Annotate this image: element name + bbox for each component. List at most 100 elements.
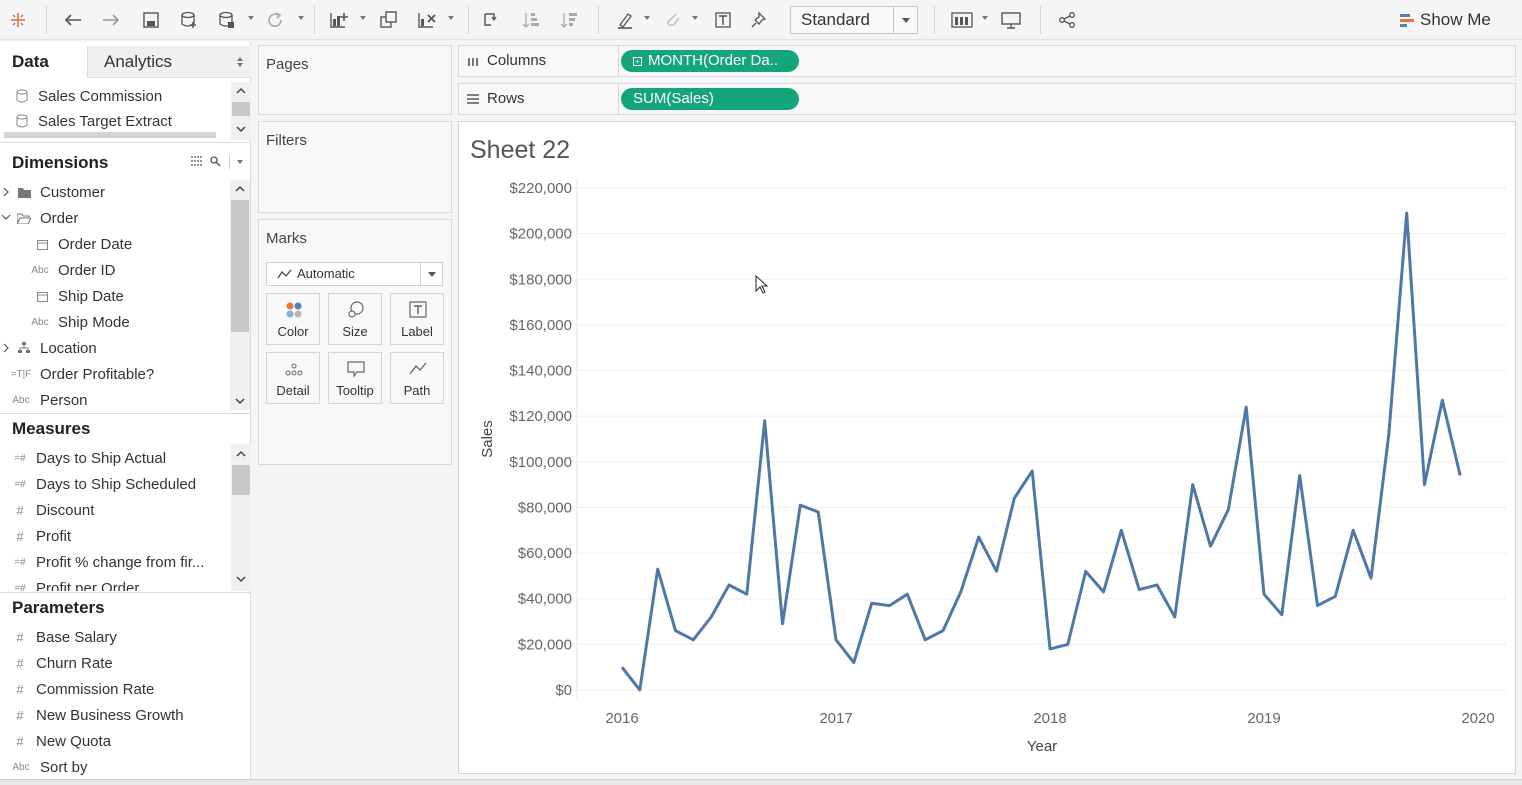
measure-label: Profit (36, 527, 72, 545)
parameter-item[interactable]: # New Business Growth (12, 703, 183, 727)
x-axis-title: Year (1027, 738, 1057, 755)
dimension-item[interactable]: Ship Date (34, 284, 124, 308)
chevron-right-icon[interactable] (3, 187, 9, 197)
sort-toggle-icon[interactable] (237, 57, 243, 67)
abc-icon: Abc (31, 316, 49, 328)
sort-descending-icon[interactable] (556, 6, 582, 34)
date-icon (34, 236, 50, 252)
parameter-label: New Quota (36, 732, 112, 750)
measures-list: =# Days to Ship Actual =# Days to Ship Sch… (0, 444, 251, 591)
parameter-item[interactable]: # New Quota (12, 729, 111, 753)
chevron-down-icon[interactable] (1, 214, 11, 220)
scroll-down-icon[interactable] (235, 396, 245, 406)
abc-icon: Abc (12, 761, 30, 773)
columns-pill[interactable]: + MONTH(Order Da.. (621, 50, 799, 72)
chevron-down-icon (893, 7, 917, 33)
datasource-refresh-icon[interactable] (214, 6, 240, 34)
measure-item[interactable]: =# Profit % change from fir... (12, 550, 204, 574)
measure-label: Days to Ship Actual (36, 449, 167, 467)
search-icon[interactable] (210, 156, 221, 167)
measures-scrollbar[interactable] (231, 444, 251, 591)
refresh-icon[interactable] (262, 6, 288, 34)
filters-card[interactable]: Filters (258, 121, 452, 213)
parameter-item[interactable]: # Commission Rate (12, 677, 154, 701)
pin-icon[interactable] (746, 6, 772, 34)
duplicate-sheet-icon[interactable] (376, 6, 402, 34)
measure-item[interactable]: =# Days to Ship Scheduled (12, 472, 196, 496)
list-view-icon[interactable] (191, 156, 203, 166)
rows-pill[interactable]: SUM(Sales) (621, 88, 799, 110)
dimension-item[interactable]: Abc Ship Mode (30, 310, 129, 334)
clear-sheet-icon[interactable] (414, 6, 440, 34)
label-icon[interactable] (710, 6, 736, 34)
y-tick-label: $200,000 (509, 226, 572, 243)
dimension-item[interactable]: =T|F Order Profitable? (10, 362, 155, 386)
group-icon[interactable] (660, 6, 686, 34)
show-me-button[interactable]: Show Me (1400, 8, 1491, 32)
columns-icon (468, 58, 478, 66)
expand-icon[interactable]: + (633, 57, 642, 66)
scroll-up-icon[interactable] (236, 86, 246, 96)
new-worksheet-icon[interactable] (326, 6, 352, 34)
scroll-down-icon[interactable] (236, 574, 246, 584)
columns-shelf[interactable]: Columns + MONTH(Order Da.. (458, 45, 1516, 77)
redo-icon[interactable] (98, 6, 124, 34)
measure-item[interactable]: # Discount (12, 498, 94, 522)
parameter-item[interactable]: Abc Sort by (10, 755, 87, 779)
dimension-item[interactable]: Customer (16, 180, 105, 204)
parameter-item[interactable]: # Base Salary (12, 625, 117, 649)
size-button[interactable]: Size (328, 293, 382, 345)
show-me-icon (1400, 14, 1414, 27)
tooltip-button[interactable]: Tooltip (328, 352, 382, 404)
worksheet-view[interactable]: Sheet 22 $0 $20,000 $40,000 $60,000 $80,000 $… (458, 121, 1516, 774)
measure-item[interactable]: =# Profit per Order (12, 576, 139, 592)
measure-item[interactable]: =# Days to Ship Actual (12, 446, 166, 470)
dimension-item[interactable]: Abc Order ID (30, 258, 115, 282)
datasource-scrollbar[interactable] (231, 82, 251, 140)
sheet-tabs-bar[interactable] (0, 779, 1522, 785)
sales-line (620, 211, 1462, 692)
line-mark-icon (277, 269, 292, 279)
show-cards-icon[interactable] (948, 6, 976, 34)
folder-icon (16, 184, 32, 200)
path-button[interactable]: Path (390, 352, 444, 404)
rows-shelf[interactable]: Rows SUM(Sales) (458, 83, 1516, 115)
undo-icon[interactable] (60, 6, 86, 34)
new-datasource-icon[interactable] (176, 6, 202, 34)
highlight-icon[interactable] (612, 6, 638, 34)
presentation-icon[interactable] (998, 6, 1024, 34)
measure-label: Profit % change from fir... (36, 553, 205, 571)
parameter-item[interactable]: # Churn Rate (12, 651, 113, 675)
datasource-label: Sales Target Extract (38, 112, 172, 130)
y-tick-label: $160,000 (509, 317, 572, 334)
measure-item[interactable]: # Profit (12, 524, 71, 548)
dimension-item[interactable]: Order (16, 206, 78, 230)
scroll-up-icon[interactable] (236, 449, 246, 459)
parameter-label: Churn Rate (36, 654, 113, 672)
scroll-down-icon[interactable] (236, 124, 246, 134)
sort-ascending-icon[interactable] (518, 6, 544, 34)
scroll-up-icon[interactable] (235, 184, 245, 194)
share-icon[interactable] (1054, 6, 1080, 34)
fit-select[interactable]: Standard (790, 6, 918, 34)
color-button[interactable]: Color (266, 293, 320, 345)
detail-button[interactable]: Detail (266, 352, 320, 404)
pages-card[interactable]: Pages (258, 45, 452, 115)
tab-analytics[interactable]: Analytics (87, 46, 251, 78)
number-icon: # (16, 655, 24, 671)
dimensions-scrollbar[interactable] (230, 180, 250, 410)
label-button[interactable]: Label (390, 293, 444, 345)
datasource-item[interactable]: Sales Target Extract (14, 109, 172, 133)
tab-data[interactable]: Data (0, 46, 86, 78)
mark-type-select[interactable]: Automatic (266, 262, 443, 286)
save-icon[interactable] (138, 6, 164, 34)
swap-icon[interactable] (478, 6, 504, 34)
line-chart[interactable]: $0 $20,000 $40,000 $60,000 $80,000 $100,000 $1… (459, 122, 1515, 773)
dimension-item[interactable]: Order Date (34, 232, 132, 256)
datasource-item[interactable]: Sales Commission (14, 84, 162, 108)
dimension-item[interactable]: Abc Person (10, 388, 87, 412)
number-icon: # (16, 733, 24, 749)
chevron-right-icon[interactable] (3, 343, 9, 353)
dimension-item[interactable]: Location (16, 336, 97, 360)
tableau-logo-icon[interactable] (6, 6, 30, 34)
